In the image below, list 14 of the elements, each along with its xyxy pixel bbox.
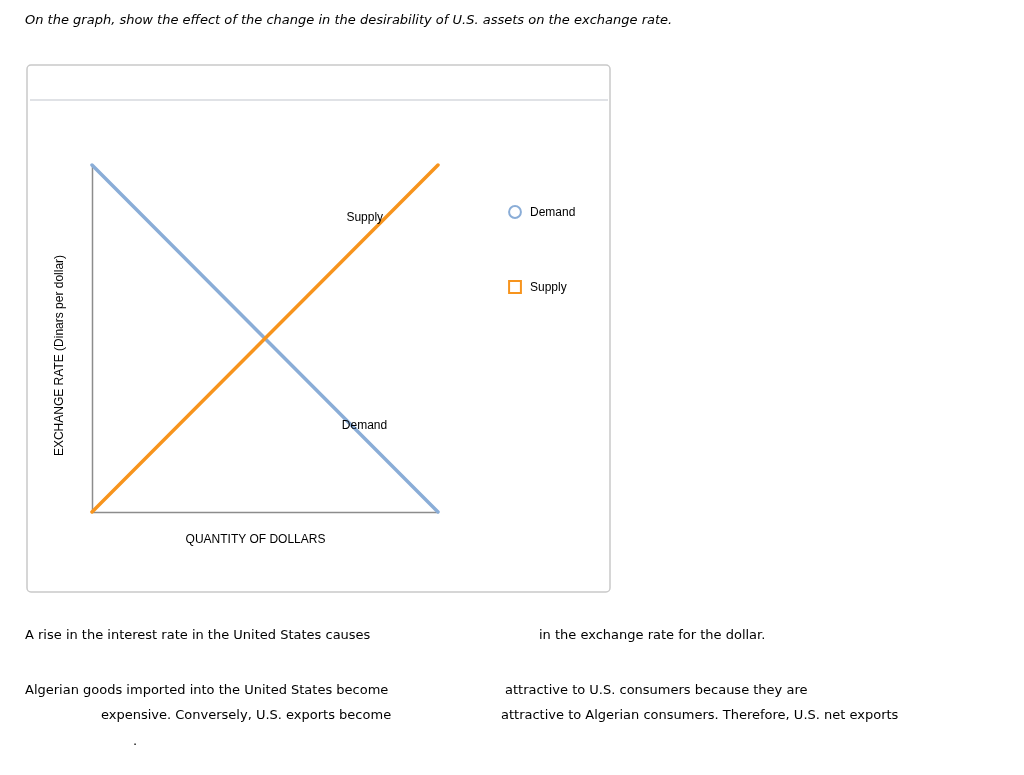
x-axis-title: QUANTITY OF DOLLARS — [185, 531, 326, 546]
text: A rise in the interest rate in the United States causes — [25, 627, 371, 642]
text: Demand — [341, 418, 388, 433]
y-axis-title: EXCHANGE RATE (Dinars per dollar) — [51, 254, 66, 457]
text: expensive. Conversely, U.S. exports become — [101, 707, 392, 722]
text: attractive to Algerian consumers. Therefore, U.S. net exports — [501, 707, 899, 722]
text: in the exchange rate for the dollar. — [539, 627, 766, 642]
legend-label: Demand — [530, 205, 576, 219]
chart-title: On the graph, show the effect of the change in the desirability of U.S. assets on the exchange rate. — [25, 12, 673, 28]
text: Supply — [346, 210, 384, 225]
legend-label: Supply — [530, 280, 567, 294]
text: Algerian goods imported into the United States become — [25, 682, 389, 697]
text: attractive to U.S. consumers because they are — [505, 682, 808, 697]
text: . — [133, 733, 138, 748]
